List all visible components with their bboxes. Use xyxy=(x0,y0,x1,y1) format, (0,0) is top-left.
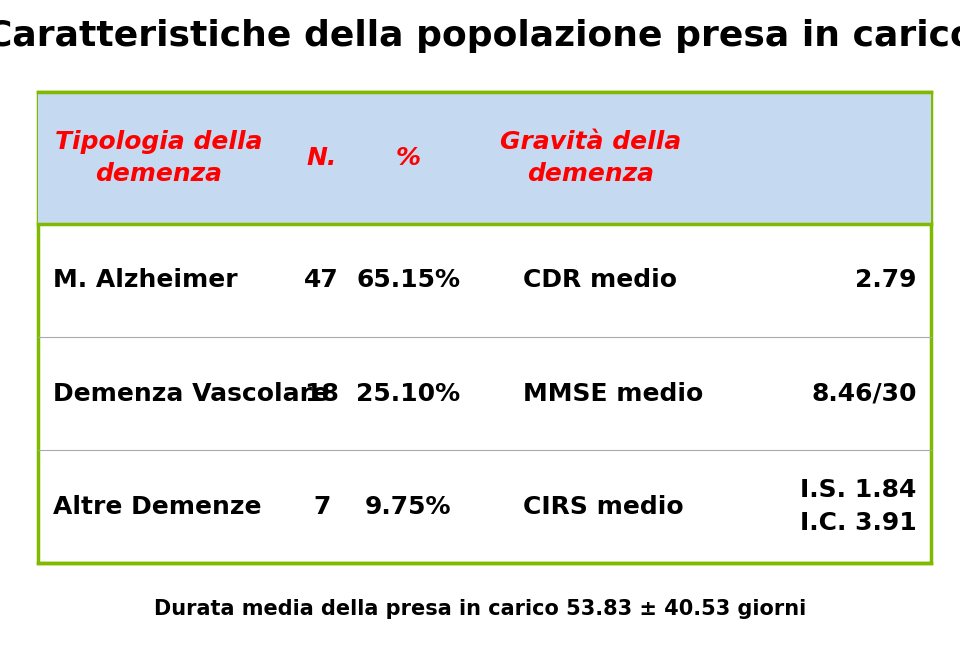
Text: Gravità della
demenza: Gravità della demenza xyxy=(500,130,681,185)
Text: CIRS medio: CIRS medio xyxy=(523,495,684,519)
Text: I.S. 1.84
I.C. 3.91: I.S. 1.84 I.C. 3.91 xyxy=(800,478,917,535)
Text: Tipologia della
demenza: Tipologia della demenza xyxy=(55,130,262,185)
Text: 7: 7 xyxy=(313,495,330,519)
Text: Altre Demenze: Altre Demenze xyxy=(53,495,261,519)
Text: 47: 47 xyxy=(304,269,339,292)
Text: %: % xyxy=(396,145,420,170)
Text: MMSE medio: MMSE medio xyxy=(523,381,704,405)
Text: Caratteristiche della popolazione presa in carico: Caratteristiche della popolazione presa … xyxy=(0,19,960,53)
Text: 9.75%: 9.75% xyxy=(365,495,451,519)
Text: 2.79: 2.79 xyxy=(855,269,917,292)
Text: CDR medio: CDR medio xyxy=(523,269,677,292)
Text: Durata media della presa in carico 53.83 ± 40.53 giorni: Durata media della presa in carico 53.83… xyxy=(154,599,806,619)
Text: M. Alzheimer: M. Alzheimer xyxy=(53,269,237,292)
Text: N.: N. xyxy=(306,145,337,170)
Text: 18: 18 xyxy=(304,381,339,405)
Bar xyxy=(38,92,931,224)
Text: 65.15%: 65.15% xyxy=(356,269,460,292)
Bar xyxy=(38,92,931,563)
Text: 8.46/30: 8.46/30 xyxy=(811,381,917,405)
Text: Demenza Vascolare: Demenza Vascolare xyxy=(53,381,328,405)
Text: 25.10%: 25.10% xyxy=(356,381,460,405)
